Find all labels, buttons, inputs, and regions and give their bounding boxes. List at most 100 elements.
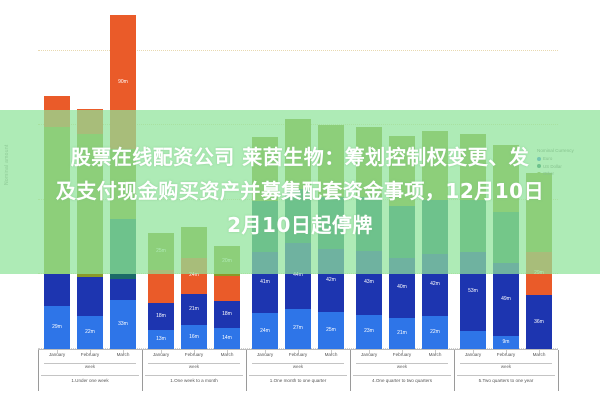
x-axis-month-label: March: [116, 352, 130, 357]
x-tick-mark: [123, 350, 124, 354]
sublabel-rule: [356, 363, 448, 364]
x-axis-sublabel: week: [396, 364, 408, 369]
bar-segment[interactable]: [110, 278, 136, 300]
x-tick-mark: [265, 350, 266, 354]
bar-segment[interactable]: 22m: [77, 316, 103, 349]
x-axis-sublabel: week: [84, 364, 96, 369]
bar-segment-value: 23m: [364, 328, 374, 335]
bar-segment[interactable]: 16m: [181, 325, 207, 349]
bar-segment[interactable]: 21m: [389, 317, 415, 349]
x-tick-mark: [194, 350, 195, 354]
bar-segment-value: 18m: [156, 312, 166, 319]
group-separator: [38, 363, 39, 375]
group-separator: [246, 363, 247, 375]
headline-line-3: 2月10日起停牌: [227, 213, 373, 237]
x-axis-month-label: January: [360, 352, 378, 357]
headline-line-1: 股票在线配资公司 莱茵生物：筹划控制权变更、发: [70, 145, 530, 169]
sublabel-rule: [460, 363, 552, 364]
bar-segment[interactable]: 18m: [148, 302, 174, 330]
x-axis-month-label: January: [48, 352, 66, 357]
headline-text: 股票在线配资公司 莱茵生物：筹划控制权变更、发 及支付现金购买资产并募集配套资金…: [0, 140, 600, 242]
bar-segment-value: 44m: [293, 272, 303, 279]
group-rule: [457, 375, 555, 376]
bar-segment[interactable]: 22m: [422, 316, 448, 349]
group-rule: [249, 375, 347, 376]
bar-segment-value: 29m: [52, 323, 62, 330]
bar-segment[interactable]: 49m: [493, 262, 519, 336]
bar-segment-value: 42m: [430, 281, 440, 288]
x-axis-month-label: February: [496, 352, 516, 357]
bar-segment-value: 33m: [118, 320, 128, 327]
bar-segment-value: 25m: [326, 326, 336, 333]
bar-segment[interactable]: [460, 331, 486, 349]
bar-segment-value: 41m: [260, 279, 270, 286]
bar-segment[interactable]: 25m: [318, 311, 344, 349]
bar-segment[interactable]: 23m: [356, 314, 382, 349]
x-axis-group-labels: 1.Under one week 1.One week to a month 1.O…: [38, 375, 559, 391]
bar-segment-value: 42m: [326, 276, 336, 283]
bar-segment-value: 49m: [501, 295, 511, 302]
x-tick-mark: [331, 350, 332, 354]
bar-segment-value: 53m: [468, 288, 478, 295]
sublabel-rule: [252, 363, 344, 364]
group-separator: [246, 350, 247, 364]
x-axis-group-label: 1.Under one week: [71, 378, 109, 383]
gridline: [38, 49, 558, 51]
group-separator: [350, 350, 351, 364]
group-rule: [41, 375, 139, 376]
group-separator: [454, 363, 455, 375]
x-axis-sublabel: week: [188, 364, 200, 369]
bar-segment[interactable]: [44, 274, 70, 306]
x-tick-mark: [539, 350, 540, 354]
x-axis-month-label: February: [288, 352, 308, 357]
bar-segment[interactable]: 24m: [252, 313, 278, 349]
bar-segment-value: 36m: [534, 318, 544, 325]
x-axis-group-label: 4.One quarter to two quarters: [371, 378, 432, 383]
bar-segment[interactable]: 14m: [214, 328, 240, 349]
bar-segment[interactable]: 18m: [214, 301, 240, 329]
x-axis-line: [38, 349, 558, 350]
bar-segment[interactable]: 27m: [285, 308, 311, 349]
x-axis-group-label: 5.Two quarters to one year: [478, 378, 534, 383]
bar-segment-value: 21m: [189, 305, 199, 312]
bar-segment[interactable]: 21m: [181, 293, 207, 326]
bar-segment[interactable]: 9m: [493, 335, 519, 349]
x-tick-mark: [402, 350, 403, 354]
bar-segment[interactable]: 36m: [526, 295, 552, 349]
bar-segment[interactable]: [214, 275, 240, 302]
x-axis-group-label: 1.One month to one quarter: [269, 378, 327, 383]
sublabel-rule: [44, 363, 136, 364]
x-axis-month-label: January: [256, 352, 274, 357]
bar-segment[interactable]: [77, 277, 103, 317]
bar-segment-value: 27m: [293, 325, 303, 332]
bar-segment-value: 14m: [222, 335, 232, 342]
group-separator: [454, 375, 455, 391]
group-separator: [454, 350, 455, 364]
x-axis-month-label: March: [324, 352, 338, 357]
x-tick-mark: [57, 350, 58, 354]
x-tick-mark: [473, 350, 474, 354]
x-axis-group-label: 1.One week to a month: [170, 378, 218, 383]
bar-segment-value: 9m: [502, 338, 510, 345]
bar-segment[interactable]: 29m: [44, 305, 70, 349]
bar-segment-value: 24m: [260, 327, 270, 334]
bar-segment[interactable]: [148, 270, 174, 303]
bar-segment-value: 24m: [189, 272, 199, 279]
x-axis-tick-labels: January February March January February March…: [38, 350, 559, 364]
x-axis-sublabels: week week week week week: [38, 363, 559, 375]
bar-segment[interactable]: 33m: [110, 299, 136, 349]
group-separator: [246, 375, 247, 391]
group-separator: [38, 350, 39, 364]
x-axis-sublabel: week: [500, 364, 512, 369]
group-separator: [350, 363, 351, 375]
x-axis-month-label: March: [428, 352, 442, 357]
group-separator: [558, 350, 559, 364]
bar-segment[interactable]: 13m: [148, 329, 174, 349]
x-axis-month-label: February: [80, 352, 100, 357]
bar-segment-value: 21m: [397, 329, 407, 336]
bar-segment-value: 22m: [430, 329, 440, 336]
bar-segment-value: 40m: [397, 284, 407, 291]
bar-segment-value: 43m: [364, 279, 374, 286]
x-axis-month-label: January: [464, 352, 482, 357]
